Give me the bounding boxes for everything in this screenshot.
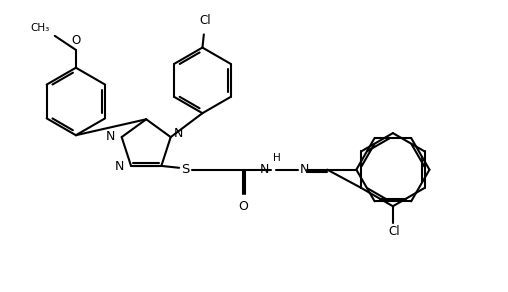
Text: N: N: [260, 163, 269, 176]
Text: H: H: [273, 153, 280, 163]
Text: Cl: Cl: [388, 225, 400, 238]
Text: N: N: [115, 160, 124, 173]
Text: N: N: [174, 127, 183, 140]
Text: S: S: [181, 163, 190, 176]
Text: O: O: [71, 34, 80, 47]
Text: CH₃: CH₃: [30, 22, 49, 33]
Text: O: O: [238, 200, 248, 213]
Text: N: N: [300, 163, 309, 176]
Text: N: N: [106, 130, 115, 143]
Text: Cl: Cl: [199, 14, 211, 27]
